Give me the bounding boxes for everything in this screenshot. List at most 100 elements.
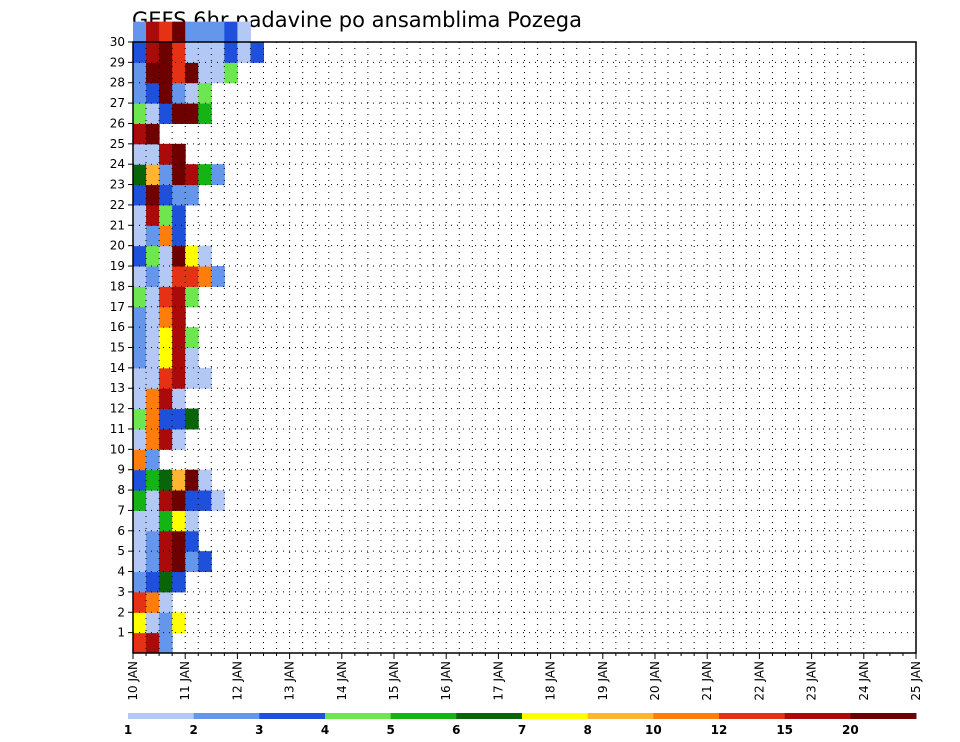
x-tick-label: 16 JAN xyxy=(439,661,453,701)
heatmap-cell xyxy=(211,266,225,287)
heatmap-cell xyxy=(146,327,160,348)
x-tick-label: 18 JAN xyxy=(544,661,558,701)
heatmap-cell xyxy=(159,367,173,389)
heatmap-cell xyxy=(198,164,212,186)
heatmap-cell xyxy=(159,225,173,247)
heatmap-cell xyxy=(198,245,212,267)
heatmap-cell xyxy=(172,469,186,491)
heatmap-cell xyxy=(172,530,186,552)
heatmap-cell xyxy=(133,123,147,145)
y-tick-label: 19 xyxy=(110,259,125,273)
heatmap-cell xyxy=(146,347,160,369)
heatmap-cell xyxy=(172,612,186,634)
heatmap-cell xyxy=(146,612,160,634)
y-tick-label: 26 xyxy=(110,116,125,130)
x-tick-label: 10 JAN xyxy=(126,661,140,701)
heatmap-cell xyxy=(159,428,173,450)
heatmap-cell xyxy=(172,428,186,450)
heatmap-cell xyxy=(172,286,186,308)
heatmap-cell xyxy=(159,21,173,43)
y-tick-label: 9 xyxy=(117,463,125,477)
heatmap-cell xyxy=(133,103,147,124)
colorbar-segment xyxy=(259,713,326,719)
heatmap-cell xyxy=(159,143,173,165)
heatmap-cell xyxy=(133,184,147,206)
heatmap-cell xyxy=(198,21,212,43)
heatmap-cell xyxy=(146,286,160,308)
x-tick-label: 25 JAN xyxy=(909,661,923,701)
heatmap-cell xyxy=(224,42,238,63)
heatmap-cell xyxy=(146,591,160,613)
y-tick-label: 6 xyxy=(117,524,125,538)
y-tick-label: 29 xyxy=(110,55,125,69)
heatmap-cell xyxy=(146,510,160,532)
heatmap-cell xyxy=(172,42,186,63)
heatmap-cell xyxy=(172,306,186,328)
heatmap-cell xyxy=(172,21,186,43)
heatmap-cell xyxy=(198,62,212,84)
y-tick-label: 27 xyxy=(110,96,125,110)
heatmap-cell xyxy=(133,82,147,104)
heatmap-cell xyxy=(133,428,147,450)
x-tick-label: 24 JAN xyxy=(857,661,871,701)
colorbar-segment xyxy=(850,713,917,719)
heatmap-cell xyxy=(159,551,173,573)
heatmap-cell xyxy=(133,388,147,410)
heatmap-cell xyxy=(133,367,147,389)
heatmap-cell xyxy=(133,21,147,43)
heatmap-cells xyxy=(133,21,264,654)
heatmap-cell xyxy=(172,82,186,104)
heatmap-cell xyxy=(133,306,147,328)
heatmap-cell xyxy=(159,632,173,654)
heatmap-cell xyxy=(172,510,186,532)
heatmap-cell xyxy=(159,286,173,308)
x-tick-label: 22 JAN xyxy=(752,661,766,701)
y-tick-label: 5 xyxy=(117,544,125,558)
heatmap-cell xyxy=(146,123,160,145)
y-tick-label: 13 xyxy=(110,381,125,395)
heatmap-cell xyxy=(198,266,212,287)
heatmap-cell xyxy=(133,204,147,226)
heatmap-cell xyxy=(133,449,147,471)
x-tick-label: 13 JAN xyxy=(283,661,297,701)
y-tick-label: 22 xyxy=(110,198,125,212)
heatmap-cell xyxy=(159,469,173,491)
heatmap-cell xyxy=(185,469,199,491)
y-tick-label: 10 xyxy=(110,442,125,456)
heatmap-cell xyxy=(185,510,199,532)
colorbar-segment xyxy=(719,713,786,719)
x-tick-label: 11 JAN xyxy=(178,661,192,701)
x-tick-label: 20 JAN xyxy=(648,661,662,701)
heatmap-cell xyxy=(146,82,160,104)
heatmap-cell xyxy=(185,327,199,348)
heatmap-cell xyxy=(133,266,147,287)
y-tick-label: 23 xyxy=(110,178,125,192)
heatmap-cell xyxy=(198,551,212,573)
heatmap-cell xyxy=(159,591,173,613)
y-tick-label: 25 xyxy=(110,137,125,151)
heatmap-cell xyxy=(159,571,173,593)
heatmap-cell xyxy=(237,21,251,43)
plot-frame xyxy=(132,41,917,654)
heatmap-cell xyxy=(133,530,147,552)
heatmap-cell xyxy=(198,42,212,63)
heatmap-cell xyxy=(211,490,225,511)
x-axis: 10 JAN 11 JAN 12 JAN 13 JAN 14 JAN 15 JAN 16 J… xyxy=(126,653,923,701)
heatmap-cell xyxy=(146,184,160,206)
heatmap-cell xyxy=(146,62,160,84)
heatmap-cell xyxy=(198,103,212,124)
y-tick-label: 14 xyxy=(110,361,125,375)
heatmap-cell xyxy=(185,184,199,206)
heatmap-cell xyxy=(172,266,186,287)
heatmap-cell xyxy=(146,388,160,410)
colorbar-label: 1 xyxy=(124,723,132,737)
heatmap-cell xyxy=(146,245,160,267)
heatmap-cell xyxy=(133,286,147,308)
heatmap-cell xyxy=(185,21,199,43)
colorbar-label: 5 xyxy=(386,723,394,737)
heatmap-cell xyxy=(172,551,186,573)
heatmap-cell xyxy=(159,388,173,410)
heatmap-cell xyxy=(172,164,186,186)
y-tick-label: 20 xyxy=(110,239,125,253)
